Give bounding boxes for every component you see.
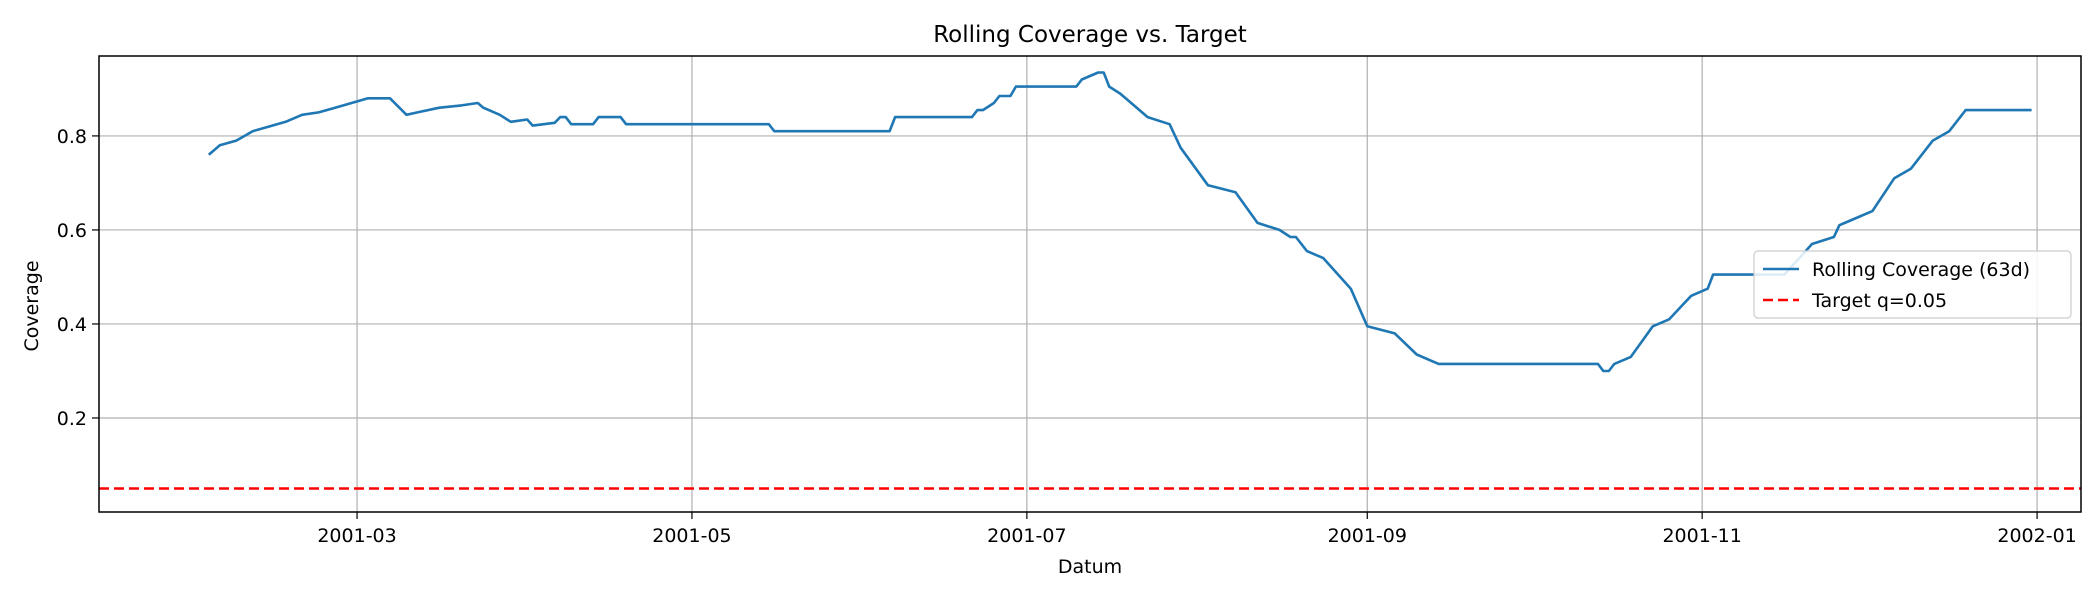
x-tick-label: 2002-01: [1997, 525, 2076, 547]
x-tick-label: 2001-03: [317, 525, 396, 547]
legend-label: Target q=0.05: [1811, 290, 1947, 312]
y-tick-label: 0.8: [57, 126, 87, 148]
x-tick-label: 2001-05: [652, 525, 731, 547]
y-tick-label: 0.2: [57, 408, 87, 430]
x-tick-label: 2001-07: [987, 525, 1066, 547]
y-axis-label: Coverage: [21, 260, 43, 351]
chart-title: Rolling Coverage vs. Target: [933, 22, 1247, 48]
x-tick-label: 2001-09: [1328, 525, 1407, 547]
plot-frame: [98, 55, 2082, 513]
y-tick-label: 0.6: [57, 220, 87, 242]
legend-label: Rolling Coverage (63d): [1812, 259, 2030, 281]
x-tick-label: 2001-11: [1662, 525, 1741, 547]
ticks: 2001-03 2001-05 2001-07 2001-09 2001-11 2002-…: [57, 126, 2077, 547]
x-axis-label: Datum: [1058, 556, 1122, 578]
legend-box: [1753, 250, 2072, 319]
legend: Rolling Coverage (63d) Target q=0.05: [1753, 250, 2072, 319]
coverage-line: [207, 71, 2032, 373]
y-tick-label: 0.4: [57, 314, 87, 336]
series-layer: [99, 71, 2081, 490]
